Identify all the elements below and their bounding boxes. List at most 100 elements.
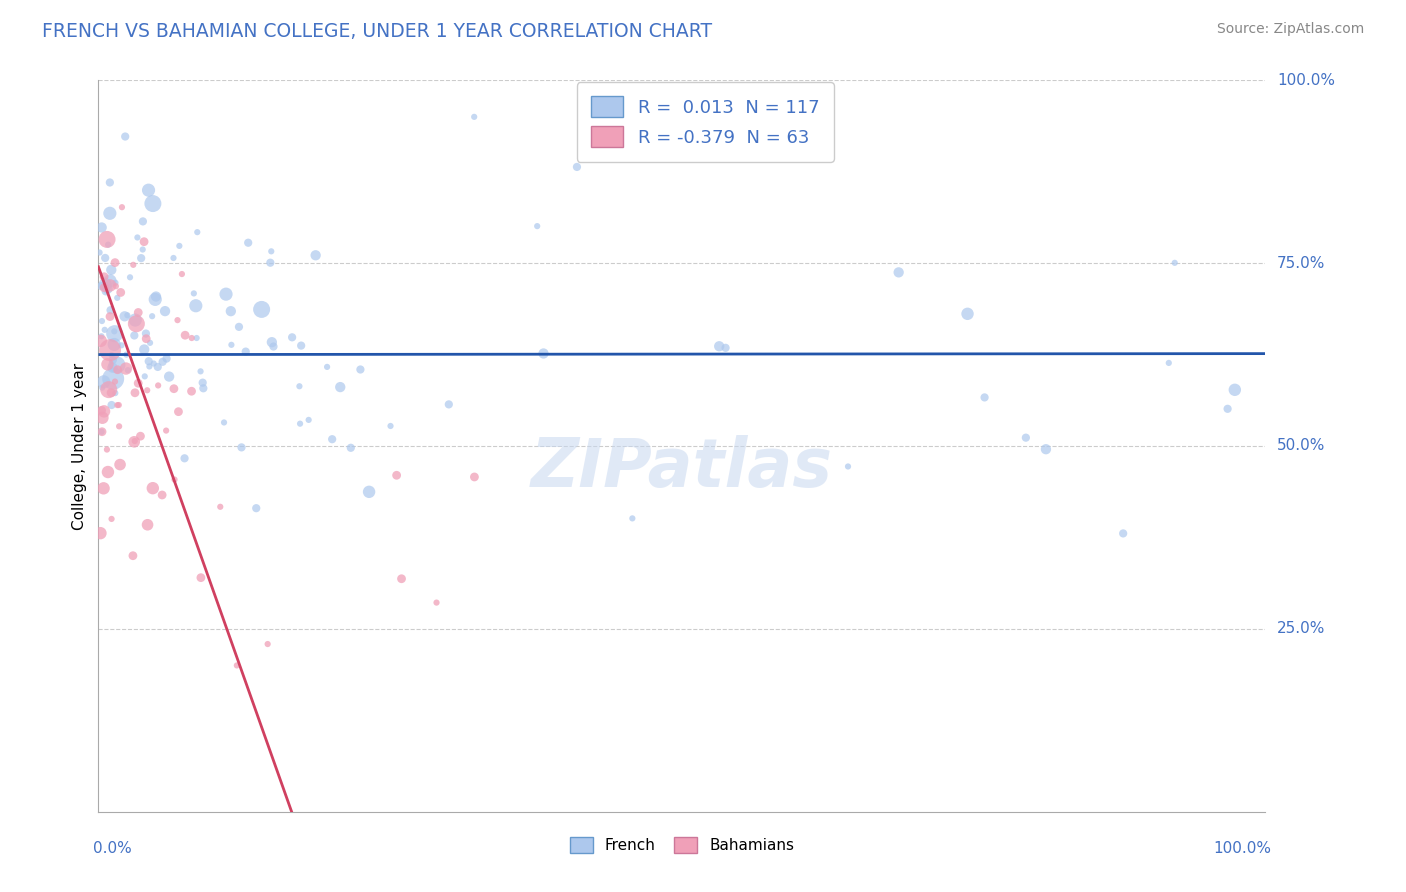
Point bbox=[94, 285, 117, 299]
Point bbox=[526, 219, 548, 234]
Point bbox=[186, 225, 208, 239]
Text: 100.0%: 100.0% bbox=[1277, 73, 1336, 87]
Point bbox=[340, 441, 363, 455]
Point bbox=[104, 279, 127, 293]
Point bbox=[110, 285, 132, 300]
Point bbox=[107, 398, 129, 412]
Point bbox=[115, 361, 138, 376]
Text: 100.0%: 100.0% bbox=[1213, 841, 1271, 856]
Point bbox=[136, 517, 159, 532]
Point bbox=[260, 244, 283, 259]
Point bbox=[111, 200, 134, 214]
Point bbox=[124, 313, 146, 327]
Point bbox=[117, 308, 139, 322]
Point bbox=[103, 337, 125, 351]
Point bbox=[90, 403, 112, 417]
Point bbox=[129, 251, 152, 265]
Point bbox=[256, 637, 278, 651]
Point bbox=[225, 658, 247, 673]
Point bbox=[90, 425, 112, 439]
Point bbox=[709, 339, 731, 353]
Point bbox=[260, 335, 283, 350]
Point bbox=[91, 410, 114, 425]
Point bbox=[107, 362, 129, 376]
Point bbox=[425, 596, 447, 610]
Point bbox=[132, 235, 155, 249]
Text: FRENCH VS BAHAMIAN COLLEGE, UNDER 1 YEAR CORRELATION CHART: FRENCH VS BAHAMIAN COLLEGE, UNDER 1 YEAR… bbox=[42, 22, 713, 41]
Point bbox=[231, 441, 253, 455]
Point bbox=[1112, 526, 1135, 541]
Point bbox=[463, 110, 485, 124]
Point bbox=[93, 481, 115, 495]
Point bbox=[125, 317, 148, 331]
Point bbox=[90, 329, 112, 343]
Point bbox=[163, 382, 186, 396]
Point bbox=[94, 277, 117, 292]
Point bbox=[114, 129, 136, 144]
Point bbox=[97, 383, 120, 397]
Point bbox=[714, 341, 737, 355]
Point bbox=[93, 375, 115, 389]
Text: 25.0%: 25.0% bbox=[1277, 622, 1326, 636]
Point bbox=[152, 355, 174, 369]
Point bbox=[141, 309, 163, 323]
Point bbox=[93, 281, 115, 295]
Point bbox=[104, 375, 127, 389]
Point bbox=[359, 484, 381, 499]
Text: 50.0%: 50.0% bbox=[1277, 439, 1326, 453]
Point bbox=[193, 381, 215, 395]
Point bbox=[91, 381, 114, 395]
Point bbox=[101, 352, 124, 367]
Point bbox=[184, 299, 207, 313]
Point bbox=[124, 328, 146, 343]
Point bbox=[321, 432, 343, 446]
Point bbox=[221, 338, 243, 352]
Point bbox=[100, 512, 122, 526]
Point bbox=[391, 572, 413, 586]
Point bbox=[173, 451, 195, 466]
Point bbox=[437, 397, 460, 411]
Point bbox=[250, 302, 273, 317]
Text: 0.0%: 0.0% bbox=[93, 841, 131, 856]
Point bbox=[134, 343, 156, 357]
Point bbox=[385, 468, 408, 483]
Point bbox=[96, 232, 118, 246]
Point bbox=[105, 358, 128, 372]
Point bbox=[97, 237, 120, 252]
Point bbox=[238, 235, 260, 250]
Point bbox=[135, 332, 157, 346]
Point bbox=[142, 357, 165, 371]
Point bbox=[105, 291, 128, 305]
Point bbox=[186, 331, 208, 345]
Point bbox=[191, 376, 214, 390]
Point bbox=[118, 270, 141, 285]
Point bbox=[108, 458, 131, 472]
Point bbox=[100, 303, 122, 318]
Point bbox=[93, 323, 115, 337]
Point bbox=[183, 286, 205, 301]
Point bbox=[316, 359, 339, 374]
Point bbox=[533, 346, 555, 360]
Point bbox=[281, 330, 304, 344]
Point bbox=[380, 419, 402, 434]
Point bbox=[190, 571, 212, 585]
Point bbox=[127, 376, 149, 391]
Point bbox=[150, 488, 173, 502]
Point bbox=[145, 289, 167, 303]
Point bbox=[117, 363, 139, 377]
Point bbox=[91, 314, 114, 328]
Point bbox=[98, 206, 121, 220]
Point bbox=[142, 481, 165, 495]
Point bbox=[105, 398, 128, 412]
Point bbox=[104, 386, 127, 401]
Point bbox=[143, 293, 166, 307]
Point bbox=[190, 364, 212, 378]
Point bbox=[103, 324, 125, 338]
Point bbox=[215, 287, 238, 301]
Point bbox=[104, 326, 127, 341]
Point bbox=[349, 362, 371, 376]
Point bbox=[96, 442, 118, 457]
Point bbox=[621, 511, 644, 525]
Point bbox=[973, 391, 995, 405]
Point bbox=[565, 160, 588, 174]
